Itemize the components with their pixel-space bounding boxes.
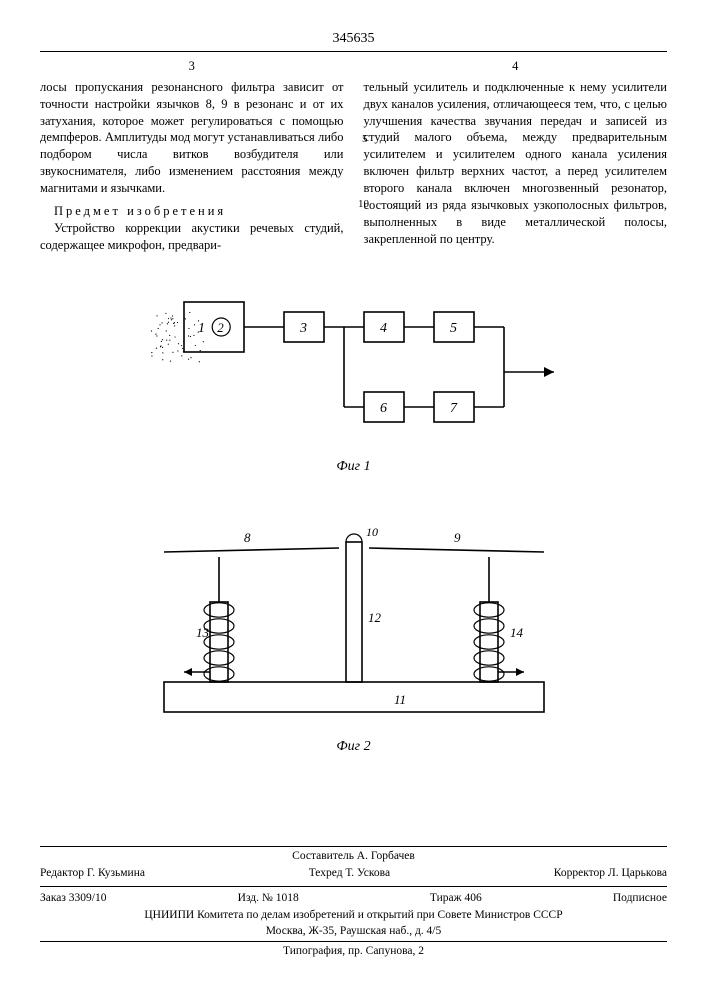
- figure-2-label: Фиг 2: [336, 738, 370, 757]
- imprint-rule-3: [40, 941, 667, 942]
- svg-text:10: 10: [366, 525, 378, 539]
- typography: Типография, пр. Сапунова, 2: [40, 944, 667, 960]
- figure-1: 12 3 4 5 6 7 Фиг 1: [40, 282, 667, 477]
- organization: ЦНИИПИ Комитета по делам изобретений и о…: [40, 908, 667, 924]
- svg-text:9: 9: [454, 530, 461, 545]
- svg-text:14: 14: [510, 625, 524, 640]
- order-number: Заказ 3309/10: [40, 891, 107, 907]
- svg-text:2: 2: [217, 320, 224, 335]
- svg-text:13: 13: [196, 625, 210, 640]
- svg-text:8: 8: [244, 530, 251, 545]
- page: 345635 3 лосы пропускания резонансного ф…: [0, 0, 707, 1000]
- left-paragraph-1: лосы пропускания резонансного фильтра за…: [40, 79, 344, 197]
- figure-1-label: Фиг 1: [336, 458, 370, 477]
- svg-text:12: 12: [368, 610, 382, 625]
- svg-text:5: 5: [450, 321, 457, 336]
- composer-line: Составитель А. Горбачев: [40, 849, 667, 865]
- imprint-rule-2: [40, 886, 667, 887]
- svg-text:3: 3: [299, 321, 307, 336]
- imprint-block: Составитель А. Горбачев Редактор Г. Кузь…: [40, 844, 667, 960]
- left-column: 3 лосы пропускания резонансного фильтра …: [40, 58, 344, 254]
- edition-number: Изд. № 1018: [238, 891, 299, 907]
- text-columns: 3 лосы пропускания резонансного фильтра …: [40, 58, 667, 254]
- staff-line: Редактор Г. Кузьмина Техред Т. Ускова Ко…: [40, 864, 667, 884]
- subject-title: Предмет изобретения: [40, 203, 344, 220]
- left-column-number: 3: [40, 58, 344, 75]
- subscription: Подписное: [613, 891, 667, 907]
- edition-line: Заказ 3309/10 Изд. № 1018 Тираж 406 Подп…: [40, 889, 667, 909]
- right-column: 4 тельный усилитель и подключенные к нем…: [364, 58, 668, 254]
- figure-2-svg: 8 9 10 12 11 13 14: [124, 512, 584, 732]
- svg-text:11: 11: [394, 692, 406, 707]
- line-number-5: 5: [362, 132, 368, 147]
- right-paragraph: тельный усилитель и подключенные к нему …: [364, 79, 668, 248]
- figure-1-svg: 12 3 4 5 6 7: [124, 282, 584, 452]
- imprint-rule-1: [40, 846, 667, 847]
- right-column-number: 4: [364, 58, 668, 75]
- document-number: 345635: [40, 30, 667, 49]
- org-address: Москва, Ж-35, Раушская наб., д. 4/5: [40, 924, 667, 940]
- circulation: Тираж 406: [430, 891, 482, 907]
- corrector: Корректор Л. Царькова: [554, 866, 667, 882]
- figure-2: 8 9 10 12 11 13 14 Фиг 2: [40, 512, 667, 757]
- top-rule: [40, 51, 667, 52]
- left-paragraph-2: Устройство коррекции акустики речевых ст…: [40, 220, 344, 254]
- svg-text:6: 6: [380, 401, 387, 416]
- svg-text:7: 7: [450, 401, 458, 416]
- svg-text:4: 4: [380, 321, 387, 336]
- editor: Редактор Г. Кузьмина: [40, 866, 145, 882]
- tech-editor: Техред Т. Ускова: [309, 866, 390, 882]
- svg-text:1: 1: [198, 321, 205, 336]
- line-number-10: 10: [358, 197, 369, 212]
